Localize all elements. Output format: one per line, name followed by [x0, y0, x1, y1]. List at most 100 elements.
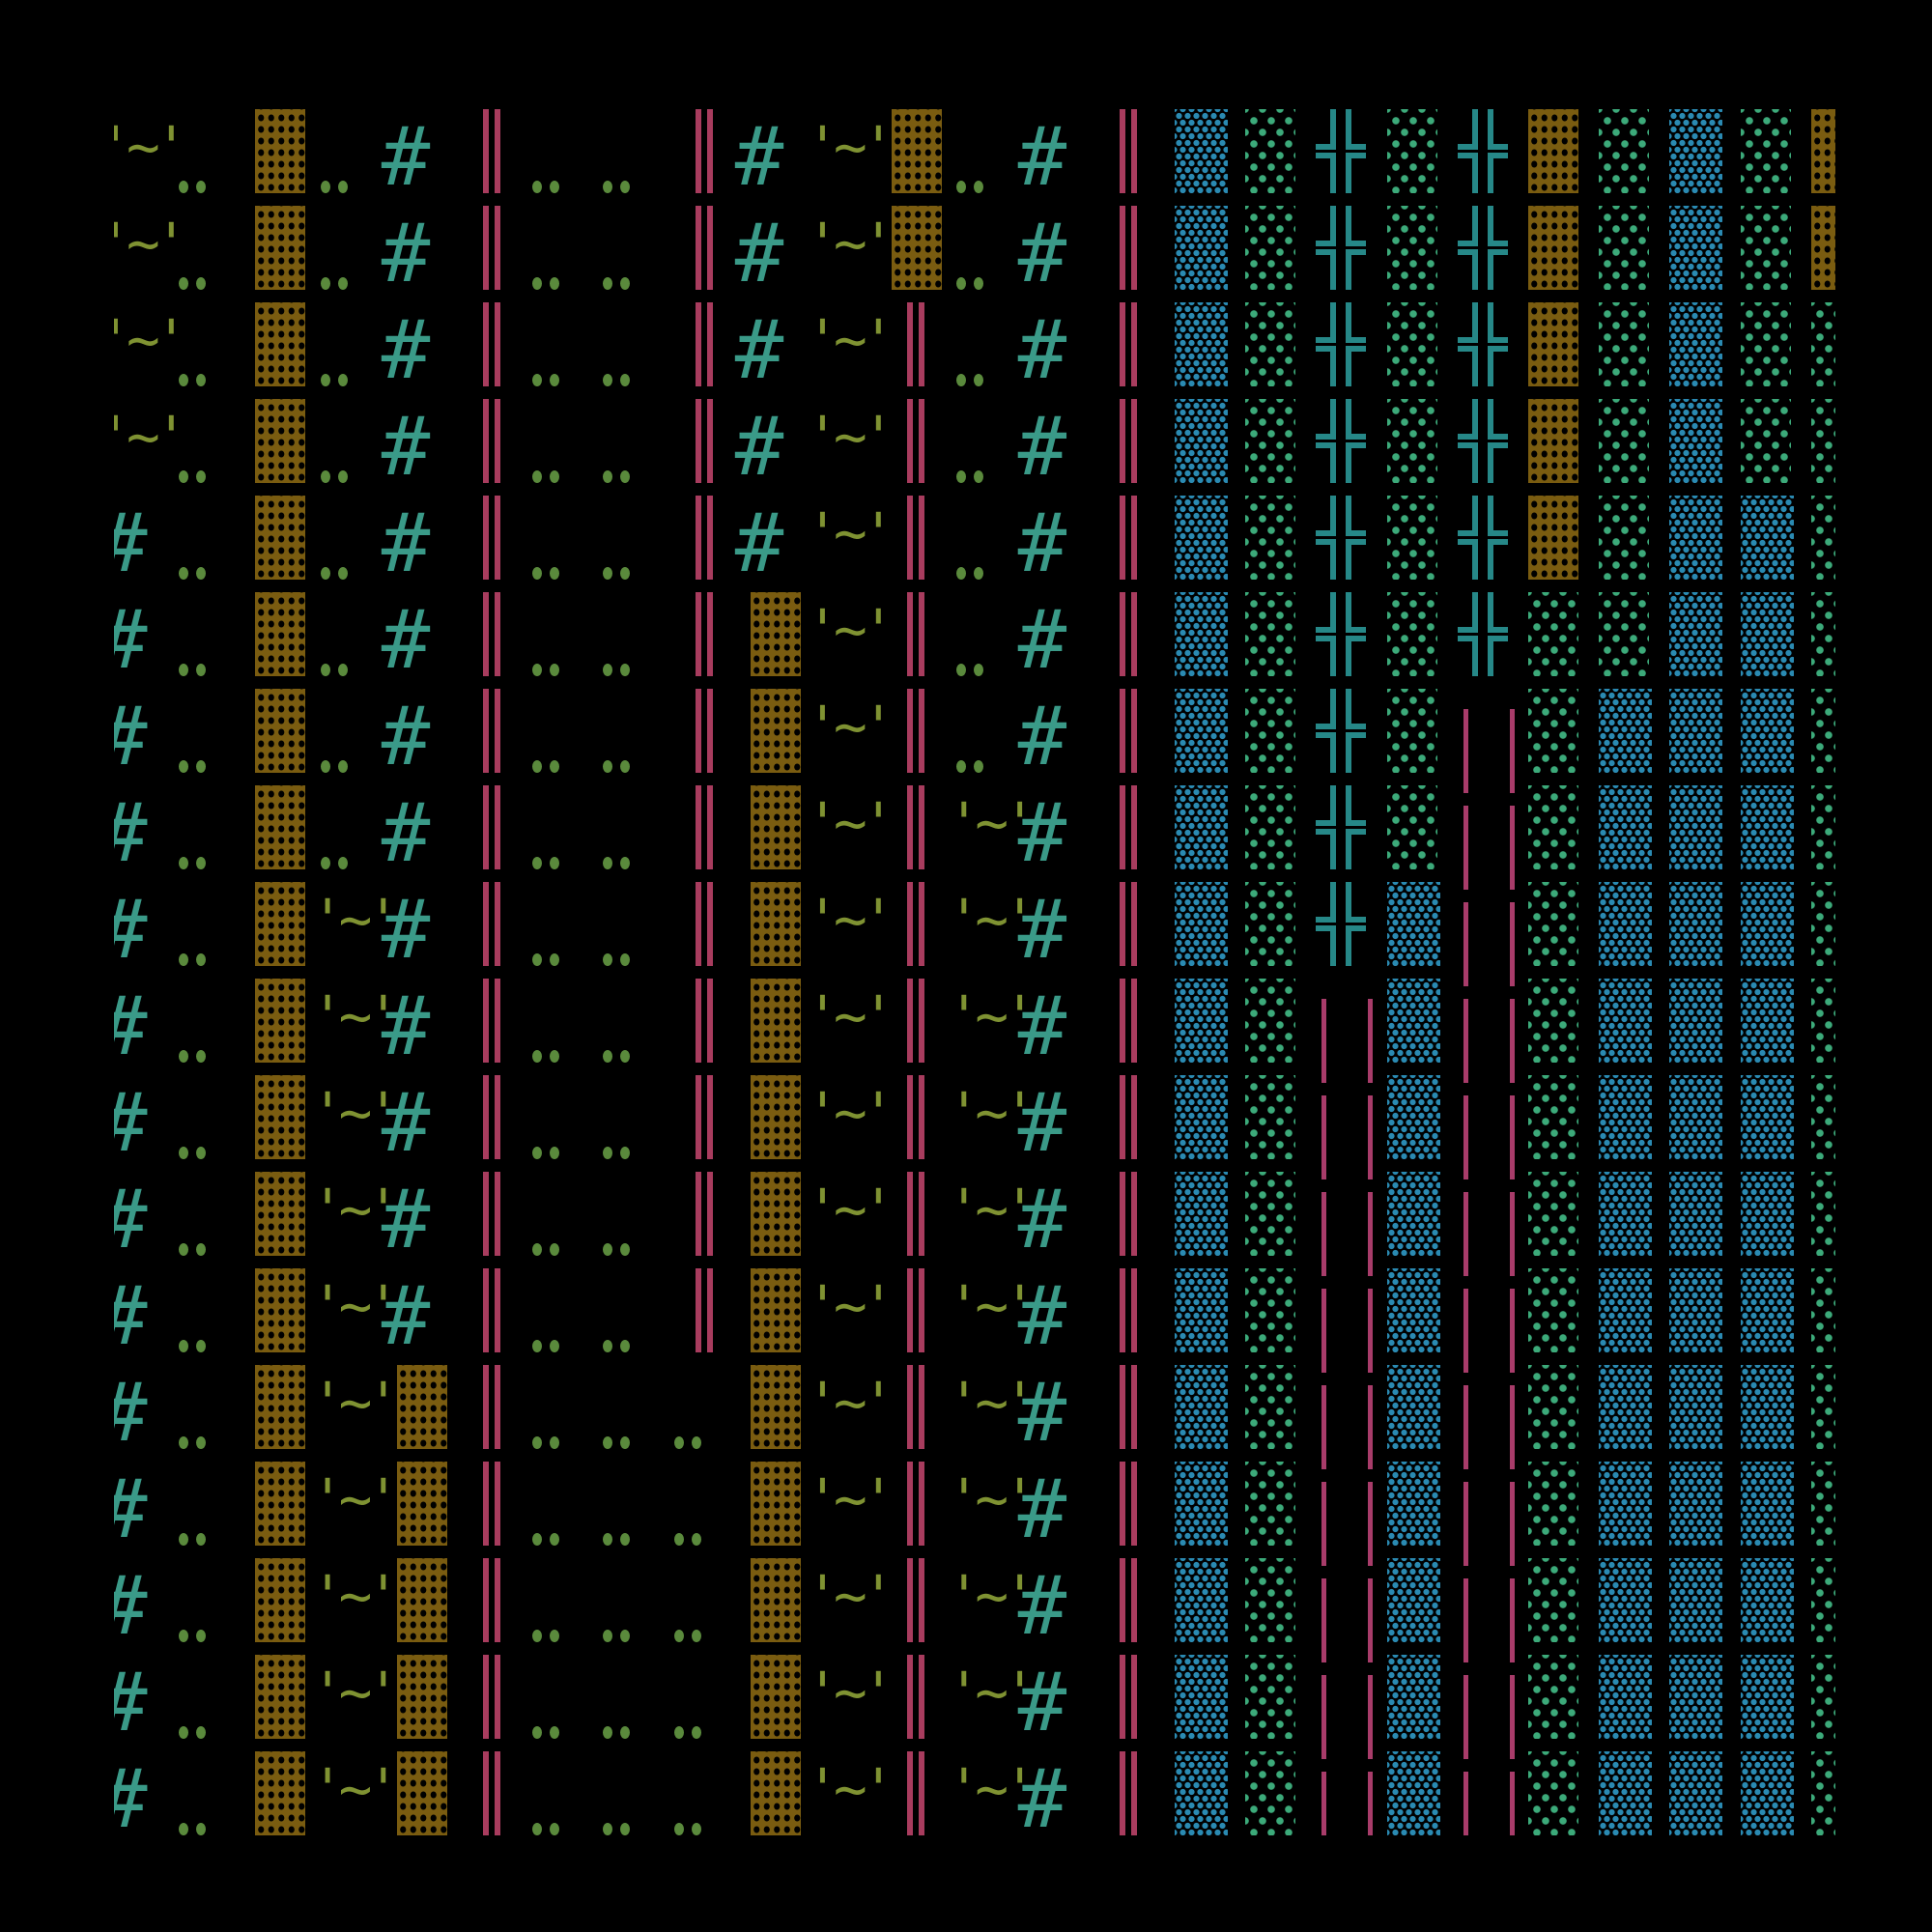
map-cell — [750, 1558, 821, 1655]
map-cell — [327, 97, 397, 109]
map-cell — [468, 1365, 538, 1462]
map-cell: # — [1018, 109, 1104, 206]
green-sparse-dots-tile — [1599, 399, 1650, 483]
green-sparse-dots-tile — [1245, 302, 1296, 386]
pillar-line — [1119, 399, 1125, 483]
map-cell: '~' — [806, 592, 895, 689]
map-cell — [532, 689, 609, 785]
map-cell — [1810, 1365, 1835, 1462]
map-cell — [892, 882, 962, 979]
pillar-line — [483, 1558, 489, 1642]
pillar-line — [1130, 1075, 1137, 1159]
map-cell — [179, 496, 255, 592]
double-cross-tile — [1316, 206, 1367, 294]
map-cell — [1528, 1655, 1599, 1751]
pillar-line — [483, 1655, 489, 1739]
map-cell — [1458, 1751, 1528, 1835]
blue-dense-dots-tile — [1599, 1751, 1653, 1835]
map-cell — [1386, 399, 1458, 496]
blue-dense-dots-tile — [1669, 785, 1723, 869]
hash-wall-tile: # — [114, 1274, 148, 1358]
pillar-line — [1509, 1192, 1515, 1276]
dot-mark — [337, 470, 348, 483]
hash-wall-tile: # — [114, 1467, 148, 1551]
map-cell — [673, 1751, 751, 1835]
pillar-line — [1321, 1095, 1327, 1179]
dot-mark — [550, 1533, 560, 1546]
map-cell — [1528, 302, 1599, 399]
map-cell — [1740, 1075, 1811, 1172]
pillar-line — [1463, 1192, 1468, 1276]
map-cell — [1599, 1365, 1669, 1462]
map-cell — [680, 109, 751, 206]
map-cell — [179, 206, 255, 302]
pillar-line — [907, 882, 914, 966]
blue-dense-dots-tile — [1669, 689, 1723, 773]
dot-mark — [179, 857, 189, 869]
pillar-line — [483, 496, 489, 580]
blue-dense-dots-tile — [1669, 1172, 1723, 1256]
green-sparse-dots-tile — [1528, 1751, 1578, 1835]
blue-dense-dots-tile — [1669, 882, 1723, 966]
map-cell — [255, 1462, 326, 1558]
map-cell — [468, 206, 538, 302]
map-cell: '~' — [114, 302, 188, 399]
green-sparse-dots-tile — [1245, 1655, 1296, 1739]
pillar-line — [919, 979, 925, 1063]
dot-mark — [196, 1726, 207, 1739]
dot-mark — [196, 760, 207, 773]
map-cell — [1245, 496, 1316, 592]
dot-mark — [956, 181, 967, 193]
water-tile: '~' — [310, 1177, 401, 1242]
double-cross-icon — [1457, 592, 1508, 676]
dot-mark — [603, 1243, 613, 1256]
map-cell — [892, 109, 962, 206]
pillar-line — [919, 1462, 925, 1546]
blue-dense-dots-tile — [1669, 1655, 1723, 1739]
map-cell — [1175, 1751, 1245, 1835]
map-cell — [609, 97, 679, 109]
map-cell — [1386, 1558, 1458, 1655]
dot-mark — [320, 760, 330, 773]
pillar-line — [1119, 1655, 1125, 1739]
dot-mark — [620, 760, 631, 773]
map-cell — [1599, 592, 1669, 689]
map-cell: # — [114, 1655, 185, 1751]
hash-wall-tile: # — [1017, 592, 1067, 687]
dot-mark — [179, 664, 189, 676]
map-cell: '~' — [806, 1558, 895, 1655]
map-cell — [1386, 302, 1458, 399]
pillar-line — [483, 109, 489, 193]
map-cell — [956, 399, 1033, 496]
map-cell: '~' — [806, 1655, 895, 1751]
dot-mark — [974, 760, 984, 773]
map-cell — [1810, 1751, 1835, 1835]
map-cell: '~' — [947, 1462, 1037, 1558]
map-cell: '~' — [114, 399, 188, 496]
dot-mark — [179, 1823, 189, 1835]
map-cell — [1740, 592, 1811, 689]
pillar-line — [495, 1365, 500, 1449]
dot-mark — [196, 1436, 207, 1449]
map-cell — [532, 1751, 609, 1835]
double-cross-icon — [1457, 496, 1508, 580]
map-cell — [1175, 302, 1245, 399]
double-cross-tile — [1457, 302, 1508, 390]
map-cell: # — [735, 302, 821, 399]
pillar-line — [483, 882, 489, 966]
map-cell: # — [382, 785, 468, 882]
dot-mark — [179, 1533, 189, 1546]
blue-dense-dots-tile — [1669, 592, 1723, 676]
pillar-line — [1463, 902, 1468, 986]
map-cell — [956, 302, 1033, 399]
map-cell — [1458, 882, 1528, 986]
pillar-line — [1368, 1675, 1374, 1759]
brick-block-tile — [750, 1172, 801, 1256]
map-cell — [1316, 1172, 1386, 1276]
map-cell — [1458, 689, 1528, 793]
pillar-line — [1119, 1268, 1125, 1352]
blue-dense-dots-tile — [1740, 689, 1794, 773]
brick-block-tile — [750, 882, 801, 966]
map-cell — [1810, 1655, 1835, 1751]
map-cell: # — [114, 1075, 185, 1172]
